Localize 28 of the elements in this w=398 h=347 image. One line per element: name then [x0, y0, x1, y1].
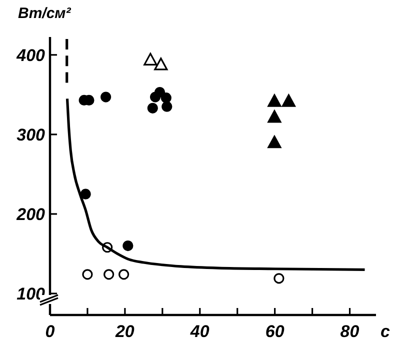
point [100, 92, 112, 102]
point [282, 94, 296, 107]
x-tick-label: 20 [114, 322, 135, 341]
x-tick-label: 60 [265, 322, 285, 341]
y-axis-title: Вт/см² [18, 5, 72, 22]
y-tick-label: 400 [16, 46, 46, 65]
point [122, 240, 134, 252]
point [268, 110, 282, 123]
point [274, 273, 284, 284]
point [82, 269, 93, 280]
point [144, 52, 158, 66]
x-axis-title: с [380, 322, 391, 341]
point [160, 92, 172, 104]
line-series [66, 97, 366, 271]
point [162, 101, 172, 112]
point [154, 58, 168, 70]
point [268, 136, 282, 148]
point [154, 86, 166, 98]
x-tick-label: 80 [340, 322, 360, 341]
point [147, 102, 158, 114]
x-tick-label: 40 [189, 322, 210, 341]
point [80, 188, 91, 200]
point [118, 269, 130, 280]
y-tick-label: 300 [16, 125, 46, 144]
y-tick-label: 200 [16, 204, 46, 224]
x-tick-label: 0 [45, 322, 56, 341]
point [104, 269, 114, 280]
point [268, 94, 282, 107]
